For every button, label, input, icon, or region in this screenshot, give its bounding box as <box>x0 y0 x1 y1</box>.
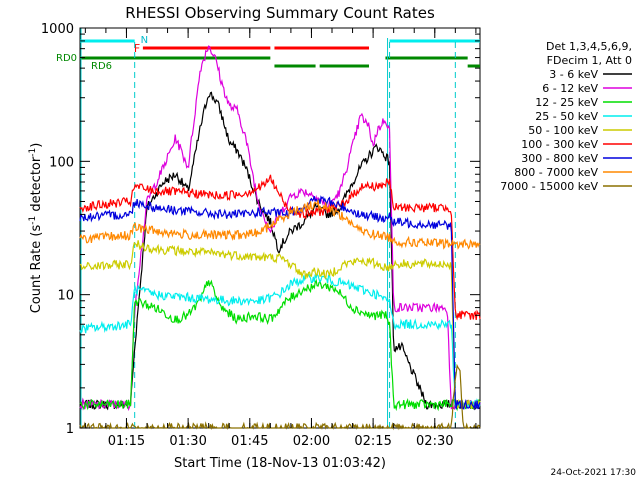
y-tick-label: 10 <box>57 289 74 304</box>
series-layer <box>79 45 481 431</box>
series-line-1 <box>79 45 481 412</box>
series-line-0 <box>79 91 481 411</box>
x-tick-label: 01:45 <box>231 434 268 449</box>
legend-header-line-2: FDecim 1, Att 0 <box>547 54 632 67</box>
series-line-8 <box>79 363 481 431</box>
legend-entry-label: 25 - 50 keV <box>535 110 598 123</box>
x-tick-label: 01:30 <box>169 434 206 449</box>
x-axis-label: Start Time (18-Nov-13 01:03:42) <box>174 456 386 471</box>
x-tick-label: 02:30 <box>416 434 453 449</box>
y-axis-label: Count Rate (s-1 detector-1) <box>28 143 44 314</box>
rd6-label: RD6 <box>91 61 112 72</box>
x-tick-label: 02:00 <box>293 434 330 449</box>
footer-timestamp: 24-Oct-2021 17:30 <box>551 468 637 478</box>
series-line-4 <box>79 240 481 411</box>
legend-entry-label: 3 - 6 keV <box>549 68 598 81</box>
x-tick-label: 02:15 <box>354 434 391 449</box>
night-label: N <box>141 35 148 46</box>
chart-title: RHESSI Observing Summary Count Rates <box>125 4 435 22</box>
annotation-layer: NF RD0 RD6 <box>56 28 480 428</box>
legend-entry-label: 100 - 300 keV <box>521 138 598 151</box>
series-line-6 <box>79 195 481 411</box>
y-tick-label: 1000 <box>41 22 74 37</box>
legend-entry-label: 12 - 25 keV <box>535 96 598 109</box>
legend-entry-label: 50 - 100 keV <box>528 124 598 137</box>
axis-layer: 1 10 100 1000 01:15 01:30 01:45 02:00 02:15 02:30 <box>41 22 480 449</box>
legend-header-line-1: Det 1,3,4,5,6,9, <box>546 40 632 53</box>
legend-entry-label: 300 - 800 keV <box>521 152 598 165</box>
legend-entry-label: 6 - 12 keV <box>542 82 598 95</box>
series-line-5 <box>79 174 481 321</box>
flare-label: F <box>134 42 140 55</box>
y-tick-label: 1 <box>66 422 74 437</box>
x-tick-label: 01:15 <box>108 434 145 449</box>
series-line-7 <box>79 199 481 250</box>
legend-entry-label: 800 - 7000 keV <box>514 166 598 179</box>
series-line-2 <box>79 278 481 412</box>
series-line-3 <box>79 272 481 410</box>
legend-entry-label: 7000 - 15000 keV <box>500 180 598 193</box>
rd0-label: RD0 <box>56 53 77 64</box>
y-tick-label: 100 <box>49 155 74 170</box>
